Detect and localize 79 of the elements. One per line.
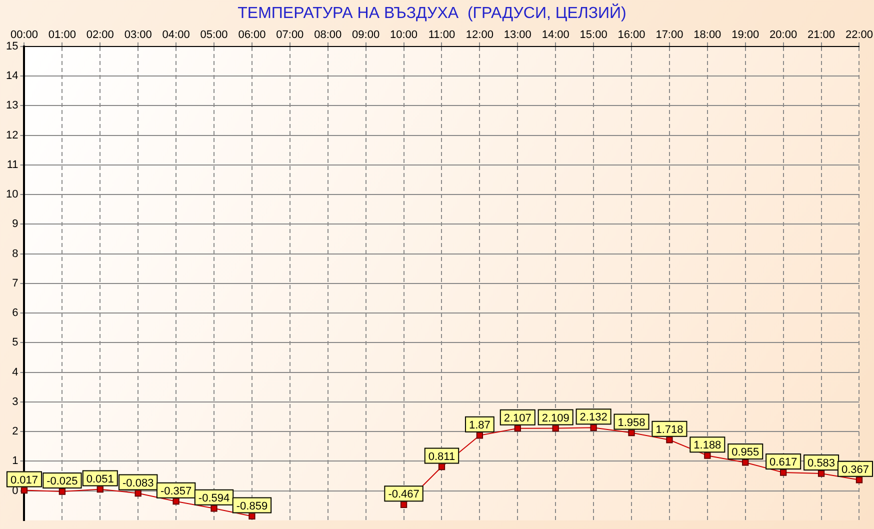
data-label: 0.051 xyxy=(86,473,114,486)
x-tick-label: 04:00 xyxy=(162,28,190,41)
point xyxy=(248,512,256,520)
point xyxy=(210,505,218,512)
y-tick-label: 6 xyxy=(12,307,18,320)
x-tick-label: 06:00 xyxy=(238,28,266,41)
data-label: 2.107 xyxy=(504,412,532,424)
y-tick-label: 3 xyxy=(12,396,18,408)
y-tick-label: 12 xyxy=(6,129,18,142)
x-tick-label: 02:00 xyxy=(86,28,114,41)
point xyxy=(780,469,787,476)
data-label: 0.811 xyxy=(428,450,456,463)
x-tick-label: 15:00 xyxy=(580,28,608,41)
x-tick-label: 22:00 xyxy=(845,28,873,41)
y-tick-label: 7 xyxy=(12,277,18,290)
x-tick-label: 12:00 xyxy=(466,28,494,41)
y-tick-label: 1 xyxy=(12,455,18,468)
data-label: 0.617 xyxy=(770,456,798,469)
data-label: -0.083 xyxy=(122,477,154,490)
data-label: -0.467 xyxy=(388,488,420,501)
data-label: 2.109 xyxy=(542,412,570,424)
x-tick-label: 13:00 xyxy=(504,28,532,41)
point xyxy=(742,459,749,466)
point xyxy=(172,498,180,505)
point xyxy=(20,486,28,494)
point xyxy=(96,486,104,493)
point xyxy=(666,436,673,444)
y-tick-label: 13 xyxy=(6,100,18,112)
point xyxy=(856,476,863,484)
data-label: -0.859 xyxy=(236,500,268,512)
data-label: -0.594 xyxy=(198,492,230,504)
data-label: 1.188 xyxy=(694,440,722,452)
y-tick-label: 2 xyxy=(12,426,18,438)
y-tick-label: 15 xyxy=(6,40,18,52)
data-label: 0.017 xyxy=(10,474,38,486)
x-tick-label: 07:00 xyxy=(276,28,304,41)
x-tick-label: 08:00 xyxy=(314,28,342,41)
x-tick-label: 21:00 xyxy=(808,28,836,41)
x-tick-label: 14:00 xyxy=(542,28,570,41)
x-tick-label: 11:00 xyxy=(428,28,456,41)
point xyxy=(552,424,559,432)
x-tick-label: 09:00 xyxy=(352,28,380,41)
data-label: 2.132 xyxy=(580,412,608,424)
x-tick-label: 16:00 xyxy=(618,28,646,41)
data-label: 1.958 xyxy=(618,416,646,429)
x-tick-label: 19:00 xyxy=(732,28,760,41)
x-tick-label: 05:00 xyxy=(200,28,228,41)
x-tick-label: 17:00 xyxy=(656,28,684,41)
x-tick-label: 01:00 xyxy=(48,28,76,41)
data-label: 1.718 xyxy=(656,424,684,436)
point xyxy=(514,425,521,432)
x-tick-label: 10:00 xyxy=(390,28,418,41)
point xyxy=(438,463,446,470)
y-tick-label: 10 xyxy=(6,188,18,201)
x-tick-label: 00:00 xyxy=(10,28,38,41)
data-label: -0.025 xyxy=(46,476,78,488)
y-tick-label: 8 xyxy=(12,248,18,260)
y-tick-label: 11 xyxy=(6,158,18,171)
data-label: 1.87 xyxy=(468,419,490,432)
point xyxy=(590,424,597,431)
point xyxy=(400,501,408,508)
y-tick-label: 14 xyxy=(6,70,18,82)
data-label: -0.357 xyxy=(160,485,192,498)
point xyxy=(818,470,825,477)
y-tick-label: 9 xyxy=(12,218,18,230)
point xyxy=(628,429,635,436)
x-tick-label: 20:00 xyxy=(770,28,798,41)
y-tick-label: 4 xyxy=(12,366,18,378)
x-tick-label: 18:00 xyxy=(694,28,722,41)
chart-title: ТЕМПЕРАТУРА НА ВЪЗДУХА (ГРАДУСИ, ЦЕЛЗИЙ) xyxy=(238,3,626,22)
x-tick-label: 03:00 xyxy=(124,28,152,41)
point xyxy=(704,452,711,459)
point xyxy=(476,432,484,439)
point xyxy=(134,490,142,497)
y-tick-label: 5 xyxy=(12,336,18,349)
point xyxy=(58,488,66,495)
data-label: 0.583 xyxy=(808,458,836,470)
data-label: 0.955 xyxy=(732,446,760,459)
data-label: 0.367 xyxy=(841,464,869,476)
